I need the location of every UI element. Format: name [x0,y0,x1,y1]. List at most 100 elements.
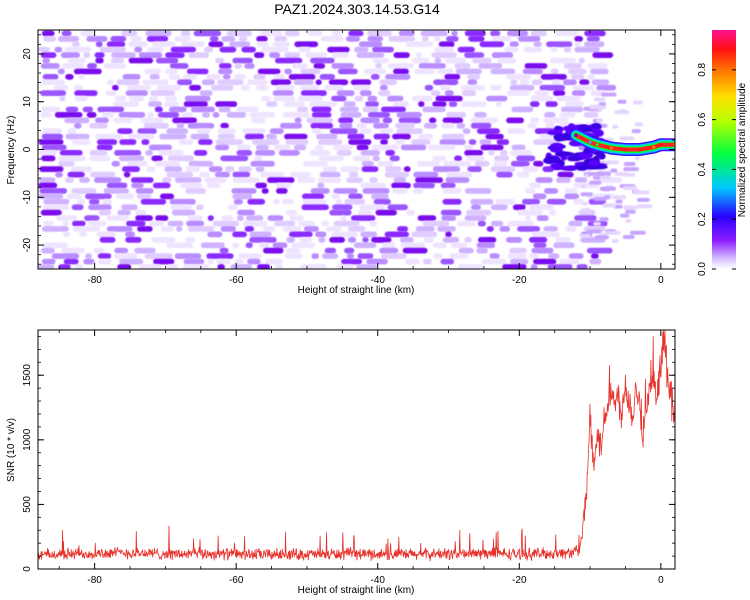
heatmap-cell [99,237,116,243]
heatmap-cell [190,106,215,113]
heatmap-cell [53,84,69,91]
heatmap-cell [67,171,85,178]
heatmap-cell [93,247,105,254]
heatmap-cell [40,209,62,216]
heatmap-cell [415,177,443,183]
heatmap-cell [496,171,513,178]
heatmap-cell [174,253,202,259]
heatmap-cell [147,46,164,53]
heatmap-cell [261,46,289,53]
heatmap-cell [591,253,599,259]
heatmap-cell [188,226,215,232]
heatmap-cell [79,177,90,183]
heatmap-cell [353,242,377,249]
heatmap-cell [89,198,100,205]
heatmap-cell [293,79,314,86]
heatmap-cell [322,166,337,172]
heatmap-cell [197,128,211,134]
heatmap-cell [432,242,447,249]
heatmap-cell [530,117,540,124]
heatmap-cell [396,128,423,134]
heatmap-cell [220,226,236,232]
heatmap-cell [373,122,389,129]
heatmap-cell [284,253,303,259]
heatmap-cell [170,204,192,211]
heatmap-cell [370,74,380,80]
heatmap-cell [154,106,163,113]
heatmap-cell [379,247,399,254]
heatmap-cell [77,198,86,205]
heatmap-cell [413,188,424,194]
heatmap-cell [411,57,430,64]
heatmap-cell [634,122,644,127]
heatmap-cell [442,198,462,205]
heatmap-cell [218,68,233,75]
heatmap-cell [533,41,542,48]
heatmap-cell [249,112,276,118]
heatmap-cell [102,198,113,205]
heatmap-cell [307,30,323,37]
heatmap-cell [476,242,496,249]
heatmap-cell [145,150,153,156]
heatmap-cell [511,106,534,113]
heatmap-cell [300,84,319,91]
heatmap-cell [384,171,409,178]
heatmap-cell [146,166,156,172]
heatmap-cell [114,247,129,254]
snr-y-tick-label: 500 [22,496,33,513]
heatmap-cell [310,57,335,64]
heatmap-cell [125,231,135,238]
heatmap-cell [336,150,352,156]
snr-y-tick-label: 1500 [22,364,33,387]
heatmap-cell [74,84,84,91]
heatmap-cell [218,106,231,113]
spectrogram-y-tick-label: 20 [22,48,33,60]
heatmap-cell [135,188,154,194]
heatmap-cell [466,155,485,162]
heatmap-cell [446,112,466,118]
heatmap-cell [301,204,329,211]
heatmap-cell [247,198,266,205]
heatmap-cell [78,74,85,80]
heatmap-cell [38,182,58,189]
heatmap-cell [310,122,334,129]
heatmap-cell [398,30,415,37]
heatmap-cell [313,63,325,69]
heatmap-cell [242,128,266,134]
heatmap-cell [395,139,405,145]
heatmap-cell [450,242,467,249]
heatmap-cell [281,198,294,205]
heatmap-cell [467,74,481,80]
heatmap-cell [273,74,285,80]
heatmap-cell [126,220,146,227]
heatmap-cell [382,242,396,249]
heatmap-cell [312,128,321,134]
heatmap-cell [99,46,126,53]
heatmap-cell [315,79,322,86]
heatmap-cell [318,155,344,162]
heatmap-cell [226,30,252,37]
heatmap-cell [273,95,295,102]
heatmap-cell [247,258,261,265]
heatmap-cell [584,41,605,48]
heatmap-cell [119,258,144,265]
heatmap-cell [358,41,383,48]
heatmap-cell [286,237,295,243]
heatmap-cell [422,220,450,227]
heatmap-cell [135,215,153,221]
heatmap-cell [356,52,385,58]
heatmap-cell [490,30,501,37]
heatmap-cell [72,226,101,232]
heatmap-cell [166,171,194,178]
heatmap-cell [565,226,577,232]
heatmap-cell [367,30,392,37]
heatmap-cell [357,253,374,259]
heatmap-cell [406,209,416,216]
heatmap-cell [80,30,94,37]
heatmap-cell [533,242,547,249]
heatmap-cell [523,46,543,53]
heatmap-cell [57,68,65,75]
heatmap-ridge-point [659,143,663,147]
heatmap-cell [114,150,142,156]
heatmap-cell [128,95,144,102]
